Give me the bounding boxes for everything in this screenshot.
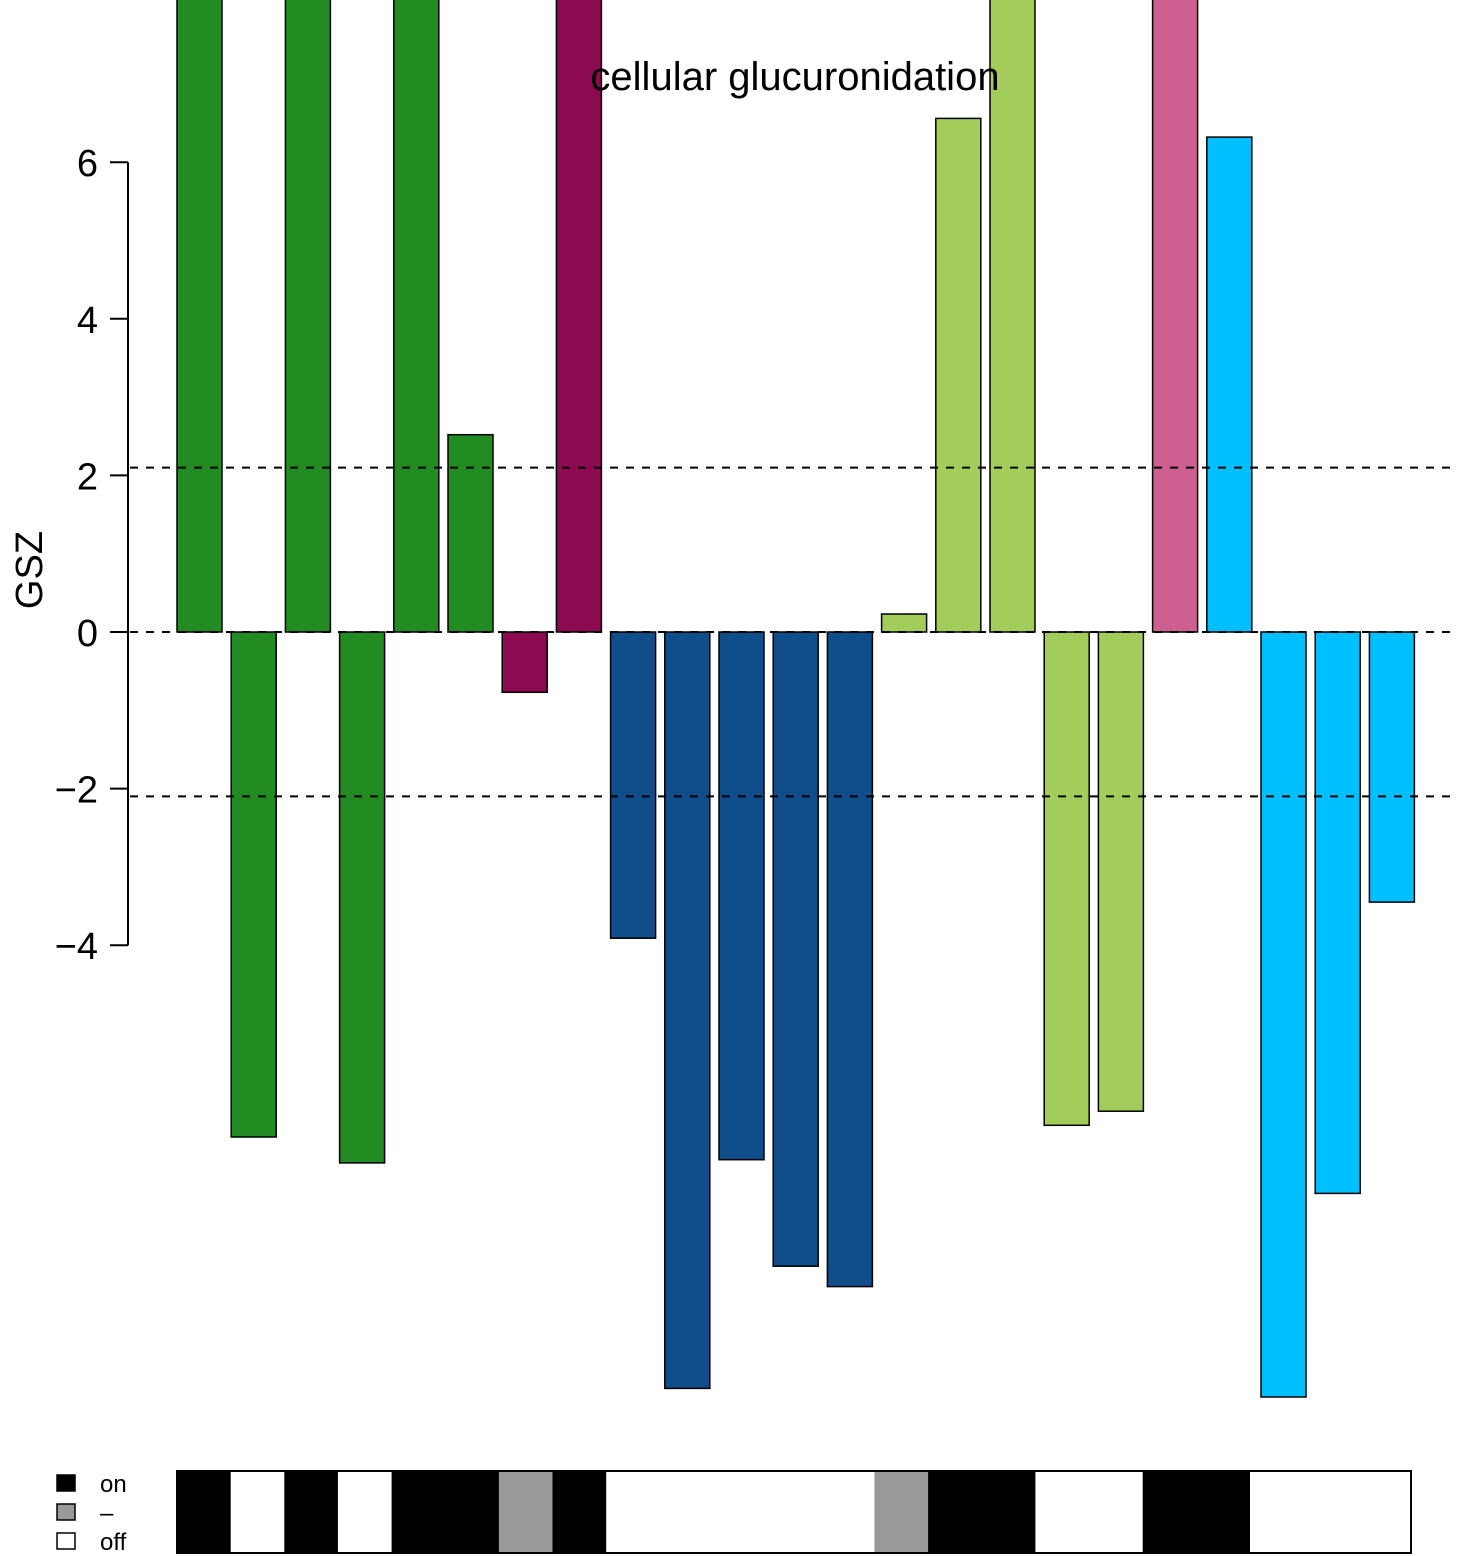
bar-19: [1151, 0, 1199, 633]
y-axis: −4 −2 0 2 4 6: [55, 143, 129, 968]
bar-4: [338, 631, 386, 1164]
strip-cell-1: [177, 1471, 232, 1553]
bar-22: [1314, 631, 1361, 1195]
bar-11: [718, 631, 765, 1161]
strip-cell-18: [1089, 1471, 1144, 1553]
strip-cell-4: [337, 1471, 392, 1553]
bar-1: [176, 0, 223, 633]
legend: on–off: [56, 1471, 127, 1556]
status-strip: [176, 1470, 1412, 1554]
y-tick-label: 0: [77, 613, 98, 655]
strip-cell-5: [391, 1471, 446, 1553]
strip-cell-13: [820, 1471, 875, 1553]
bar-3: [284, 0, 332, 633]
legend-swatch-3: [56, 1532, 76, 1550]
bar-6: [447, 433, 494, 633]
bar-21: [1260, 631, 1307, 1398]
legend-label-2: –: [100, 1500, 114, 1527]
bar-5: [393, 0, 440, 633]
bar-16: [989, 0, 1036, 633]
bar-9: [609, 631, 657, 939]
bar-13: [826, 631, 874, 1288]
y-axis-label: GSZ: [9, 531, 51, 609]
strip-cell-16: [981, 1471, 1036, 1553]
legend-swatch-1: [56, 1474, 76, 1492]
bar-23: [1368, 631, 1416, 903]
strip-cell-19: [1142, 1471, 1197, 1553]
strip-cell-3: [284, 1471, 339, 1553]
strip-cell-6: [445, 1471, 500, 1553]
y-tick-label: 4: [77, 300, 98, 342]
legend-label-1: on: [100, 1471, 127, 1498]
chart-title: cellular glucuronidation: [590, 55, 999, 99]
strip-cell-14: [874, 1471, 929, 1553]
bar-14: [880, 613, 928, 633]
bar-8: [555, 0, 603, 633]
bar-18: [1097, 631, 1145, 1112]
strip-cell-10: [659, 1471, 714, 1553]
strip-cell-22: [1303, 1471, 1358, 1553]
bar-12: [772, 631, 819, 1267]
legend-swatch-2: [56, 1503, 76, 1521]
strip-cell-23: [1357, 1471, 1411, 1553]
strip-cell-12: [767, 1471, 822, 1553]
strip-cell-20: [1196, 1471, 1251, 1553]
bar-7: [501, 631, 548, 694]
strip-cell-15: [928, 1471, 983, 1553]
y-tick-label: −2: [55, 770, 98, 812]
legend-label-3: off: [100, 1529, 127, 1556]
y-tick-label: −4: [55, 926, 98, 968]
strip-cell-2: [230, 1471, 285, 1553]
strip-border: [176, 1470, 1412, 1554]
y-tick-label: 2: [77, 456, 98, 498]
strip-cell-8: [552, 1471, 607, 1553]
strip-cell-9: [606, 1471, 661, 1553]
strip-cell-11: [713, 1471, 768, 1553]
bar-20: [1206, 136, 1253, 633]
strip-cell-7: [498, 1471, 553, 1553]
bar-2: [230, 631, 277, 1138]
bar-15: [935, 117, 982, 633]
bar-10: [664, 631, 711, 1390]
strip-cell-17: [1035, 1471, 1090, 1553]
bars-layer: [130, 0, 1458, 1398]
bar-17: [1043, 631, 1090, 1127]
strip-cell-21: [1250, 1471, 1305, 1553]
y-tick-label: 6: [77, 143, 98, 185]
